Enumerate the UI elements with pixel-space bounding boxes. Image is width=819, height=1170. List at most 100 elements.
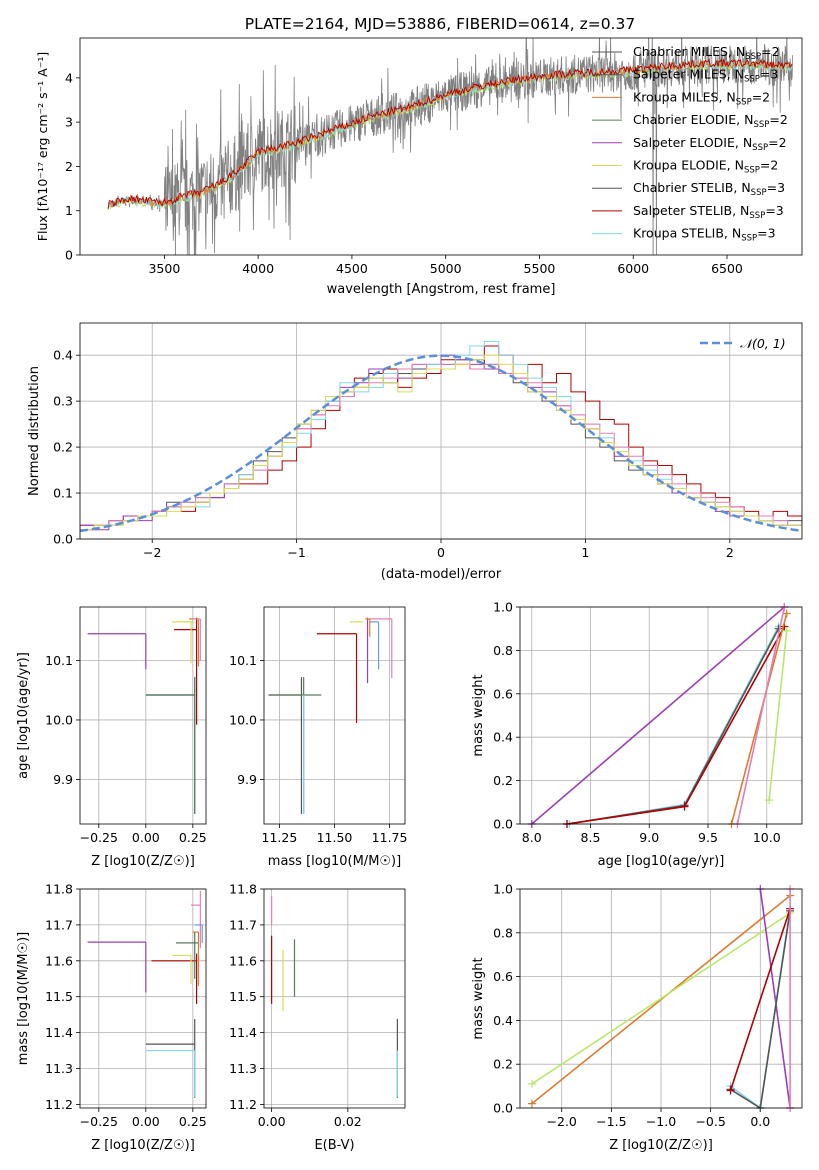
y-tick-label: 0.2 — [493, 773, 513, 788]
legend-text: N — [735, 158, 744, 173]
x-tick-label: 8.5 — [581, 830, 601, 845]
y-tick-label: 0 — [65, 248, 73, 263]
panel-weight-vs-Z: −2.0 −1.5 −1.0 −0.5 0.0 0.0 0.2 0.4 0.6 0.8 1.0 Z [… — [471, 882, 803, 1153]
x-tick-label: 0.00 — [132, 1114, 160, 1129]
x-axis-label: (data-model)/error — [381, 567, 502, 582]
y-tick-label: 0.6 — [493, 969, 513, 984]
x-tick-label: 6500 — [711, 261, 743, 276]
weight-line — [729, 908, 791, 1091]
x-tick-label: 8.0 — [522, 830, 542, 845]
panel-mass-vs-ebv: 0.00 0.02 11.2 11.3 11.4 11.5 11.6 11.7 11.8 E(B-… — [229, 882, 406, 1153]
legend-text: N — [726, 89, 735, 104]
y-tick-label: 10.1 — [45, 653, 73, 668]
x-tick-label: 5000 — [430, 261, 462, 276]
point-marker — [782, 609, 791, 618]
x-tick-label: 9.5 — [698, 830, 718, 845]
legend-subscript: SSP — [749, 211, 765, 221]
y-axis-label: Normed distribution — [27, 366, 42, 496]
figure-title: PLATE=2164, MJD=53886, FIBERID=0614, z=0… — [245, 15, 635, 33]
weight-line — [566, 626, 786, 824]
legend-text: =2 — [760, 158, 778, 173]
x-tick-label: 11.75 — [372, 830, 408, 845]
point-marker — [527, 1079, 536, 1088]
y-tick-label: 0.8 — [493, 925, 513, 940]
x-tick-label: 0.0 — [750, 1114, 770, 1129]
normal-curve — [80, 354, 800, 533]
weight-line — [736, 607, 786, 824]
legend-text: =2 — [752, 89, 770, 104]
point-marker — [782, 626, 791, 635]
x-tick-label: −1 — [287, 545, 305, 560]
legend-text: =3 — [767, 180, 785, 195]
x-axis-label: mass [log10(M/M☉)] — [268, 854, 401, 869]
y-tick-label: 0.3 — [53, 394, 73, 409]
y-tick-label: 11.6 — [45, 953, 73, 968]
y-tick-label: 9.9 — [237, 772, 257, 787]
y-tick-label: 10.1 — [229, 653, 257, 668]
x-axis-label: Z [log10(Z/Z☉)] — [609, 1138, 713, 1153]
axes-frame — [79, 37, 803, 256]
x-tick-label: 9.0 — [639, 830, 659, 845]
weight-line — [569, 626, 780, 824]
legend-subscript: SSP — [751, 188, 767, 198]
x-axis-label: E(B-V) — [314, 1138, 354, 1153]
y-tick-label: 0.6 — [493, 686, 513, 701]
x-tick-label: −0.25 — [80, 1114, 118, 1129]
y-tick-label: 11.3 — [229, 1061, 257, 1076]
legend-text: =3 — [760, 67, 778, 82]
y-tick-label: 1 — [65, 203, 73, 218]
weight-line — [531, 912, 791, 1085]
y-tick-label: 11.4 — [45, 1025, 73, 1040]
legend-subscript: SSP — [744, 75, 760, 85]
legend-entry: Chabrier STELIB, NSSP=3 — [633, 180, 785, 198]
x-tick-label: 0.00 — [132, 830, 160, 845]
legend-text: N — [740, 203, 749, 218]
axes-frame — [79, 606, 207, 825]
y-axis-label: Flux [fλ10⁻¹⁷ erg cm⁻² s⁻¹ A⁻¹] — [35, 52, 50, 241]
legend-subscript: SSP — [744, 166, 760, 176]
weight-line — [730, 910, 791, 1108]
x-axis-label: age [log10(age/yr)] — [598, 854, 725, 869]
x-tick-label: −1.0 — [646, 1114, 676, 1129]
weight-line — [768, 630, 788, 801]
x-axis-label: Z [log10(Z/Z☉)] — [91, 1138, 195, 1153]
y-tick-label: 0.1 — [53, 486, 73, 501]
legend-text: N — [732, 226, 741, 241]
panel-residual-hist: −2 −1 0 1 2 0.0 0.1 0.2 0.3 0.4 𝒩(0, 1) (data-model… — [27, 322, 803, 582]
legend-text: N — [736, 44, 745, 59]
legend-entry: Kroupa ELODIE, NSSP=2 — [633, 158, 778, 176]
weight-line — [531, 894, 791, 1105]
x-tick-label: 4000 — [242, 261, 274, 276]
y-tick-label: 0.0 — [493, 817, 513, 832]
y-tick-label: 11.8 — [45, 882, 73, 897]
y-tick-label: 0.0 — [53, 532, 73, 547]
point-marker — [726, 1086, 735, 1095]
panel-spectrum: 3500 4000 4500 5000 5500 6000 6500 0 1 2 3 4 wavelen… — [35, 37, 803, 297]
y-tick-label: 0.2 — [493, 1057, 513, 1072]
weight-line — [566, 628, 780, 824]
legend-entry: Kroupa STELIB, NSSP=3 — [633, 226, 776, 244]
legend-entry: Salpeter STELIB, NSSP=3 — [633, 203, 784, 221]
x-tick-label: 10.0 — [753, 830, 781, 845]
legend-text: N — [735, 67, 744, 82]
point-marker — [680, 802, 689, 811]
weight-line — [730, 613, 788, 824]
histogram-step — [80, 354, 802, 539]
x-tick-label: 1 — [581, 545, 589, 560]
y-tick-label: 0.4 — [53, 348, 73, 363]
legend-subscript: SSP — [741, 234, 757, 244]
x-tick-label: 11.50 — [317, 830, 353, 845]
legend-subscript: SSP — [753, 120, 769, 130]
x-axis-label: Z [log10(Z/Z☉)] — [91, 854, 195, 869]
x-tick-label: −1.5 — [596, 1114, 626, 1129]
legend-subscript: SSP — [745, 52, 761, 62]
x-tick-label: 4500 — [336, 261, 368, 276]
y-tick-label: 11.3 — [45, 1061, 73, 1076]
y-tick-label: 1.0 — [493, 600, 513, 615]
y-tick-label: 11.6 — [229, 953, 257, 968]
y-tick-label: 10.0 — [45, 712, 73, 727]
x-tick-label: 2 — [726, 545, 734, 560]
y-tick-label: 4 — [65, 70, 73, 85]
legend-subscript: SSP — [752, 143, 768, 153]
legend-text: =2 — [769, 112, 787, 127]
